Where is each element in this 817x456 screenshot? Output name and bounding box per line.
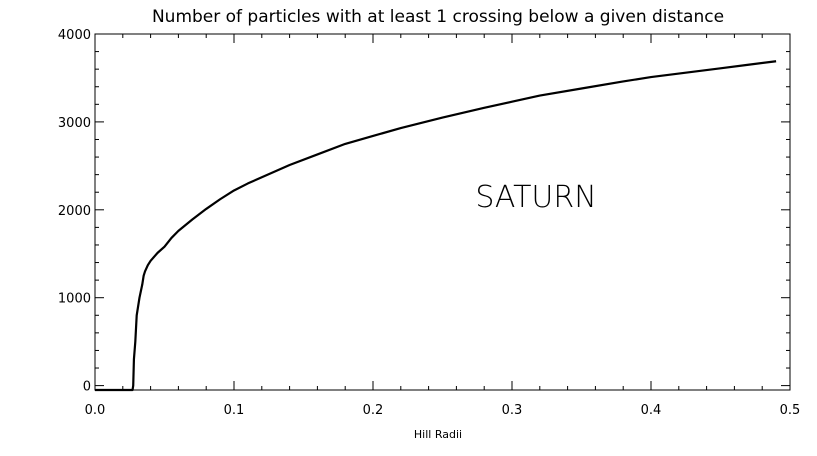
- plot-frame: [94, 33, 791, 391]
- x-tick-label: 0.5: [780, 403, 801, 418]
- x-tick-label: 0.2: [363, 403, 384, 418]
- x-axis-label: Hill Radii: [414, 428, 462, 441]
- x-tick-label: 0.1: [224, 403, 245, 418]
- y-tick-label: 3000: [58, 116, 91, 131]
- chart-title: Number of particles with at least 1 cros…: [152, 7, 724, 27]
- y-tick-label: 0: [83, 380, 91, 395]
- saturn-annotation: SATURN: [475, 180, 596, 215]
- y-tick-label: 2000: [58, 204, 91, 219]
- axis-ticks: [94, 33, 791, 390]
- y-tick-label: 4000: [58, 28, 91, 43]
- x-tick-label: 0.4: [641, 403, 662, 418]
- axis-tick-labels: 0.0 0.1 0.2 0.3 0.4 0.5 0 1000 2000 3000 4000: [58, 28, 800, 418]
- x-tick-label: 0.0: [85, 403, 106, 418]
- y-tick-label: 1000: [58, 292, 91, 307]
- series-line: [95, 60, 777, 392]
- x-tick-label: 0.3: [502, 403, 523, 418]
